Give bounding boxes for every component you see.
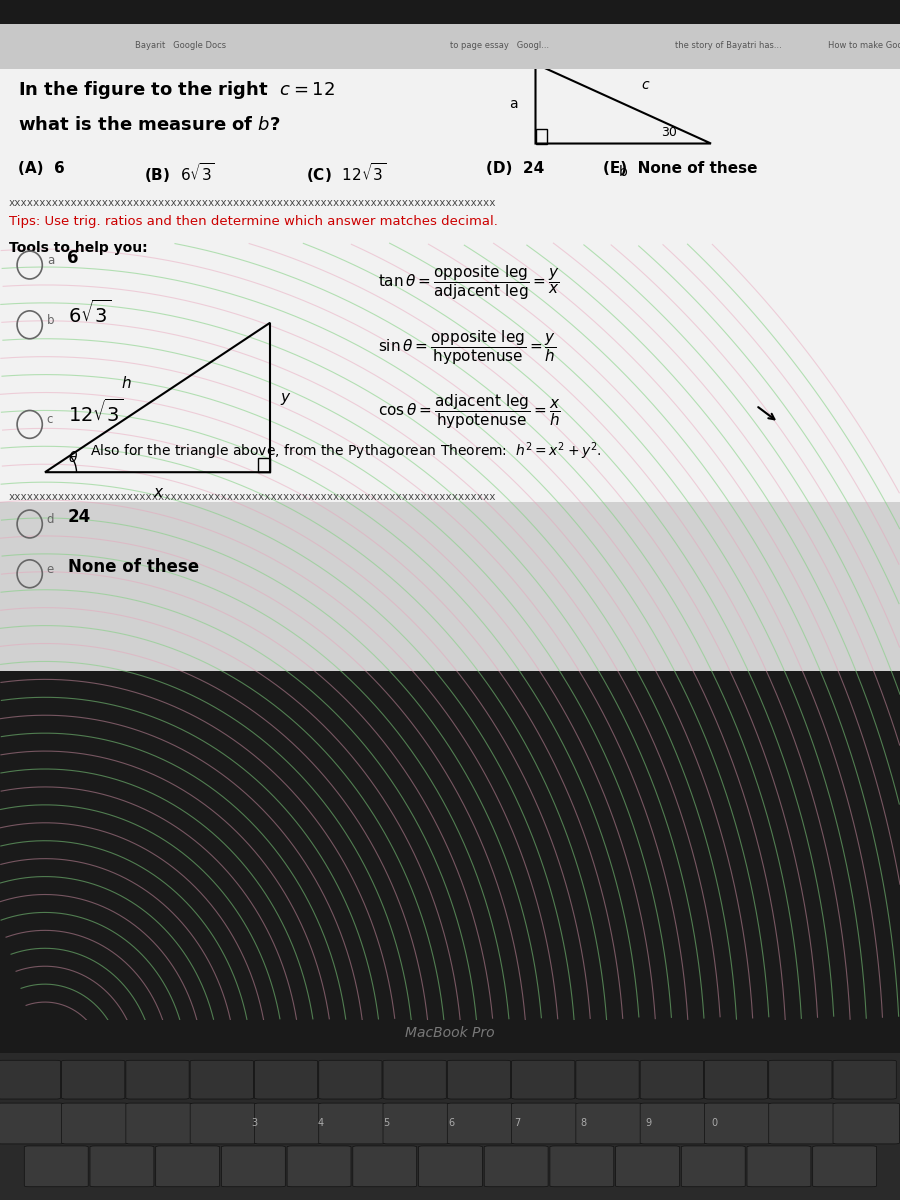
Text: 6: 6 <box>449 1118 454 1128</box>
FancyBboxPatch shape <box>511 1061 575 1099</box>
Text: 5: 5 <box>383 1118 389 1128</box>
Text: b: b <box>619 166 627 180</box>
FancyBboxPatch shape <box>705 1061 768 1099</box>
Bar <box>536 130 547 144</box>
Text: 30: 30 <box>662 126 678 138</box>
Text: xxxxxxxxxxxxxxxxxxxxxxxxxxxxxxxxxxxxxxxxxxxxxxxxxxxxxxxxxxxxxxxxxxxxxxxxxxxxxx: xxxxxxxxxxxxxxxxxxxxxxxxxxxxxxxxxxxxxxxx… <box>9 492 497 502</box>
FancyBboxPatch shape <box>833 1061 896 1099</box>
Text: x: x <box>153 485 162 500</box>
Text: In the figure to the right  $c = 12$: In the figure to the right $c = 12$ <box>18 79 335 101</box>
Text: 0: 0 <box>712 1118 717 1128</box>
FancyBboxPatch shape <box>221 1146 285 1187</box>
Text: (A)  6: (A) 6 <box>18 162 65 176</box>
Text: 8: 8 <box>580 1118 586 1128</box>
Text: what is the measure of $b$?: what is the measure of $b$? <box>18 115 281 133</box>
FancyBboxPatch shape <box>319 1103 385 1144</box>
FancyBboxPatch shape <box>640 1103 706 1144</box>
FancyBboxPatch shape <box>576 1061 639 1099</box>
Text: the story of Bayatri has...: the story of Bayatri has... <box>675 42 782 50</box>
Text: 24: 24 <box>68 508 91 526</box>
Text: How to make Google D...: How to make Google D... <box>828 42 900 50</box>
FancyBboxPatch shape <box>0 24 900 68</box>
Text: 6: 6 <box>68 250 79 268</box>
Text: to page essay   Googl...: to page essay Googl... <box>450 42 549 50</box>
FancyBboxPatch shape <box>287 1146 351 1187</box>
FancyBboxPatch shape <box>833 1103 899 1144</box>
FancyBboxPatch shape <box>24 1146 88 1187</box>
FancyBboxPatch shape <box>255 1061 318 1099</box>
Text: Bayarit   Google Docs: Bayarit Google Docs <box>135 42 226 50</box>
Text: $\tan\theta = \dfrac{\mathrm{opposite\ leg}}{\mathrm{adjacent\ leg}} = \dfrac{y}: $\tan\theta = \dfrac{\mathrm{opposite\ l… <box>378 263 560 302</box>
Text: d: d <box>47 512 54 526</box>
Text: Also for the triangle above, from the Pythagorean Theorem:  $h^2 = x^2 + y^2$.: Also for the triangle above, from the Py… <box>90 440 602 462</box>
FancyBboxPatch shape <box>769 1103 835 1144</box>
FancyBboxPatch shape <box>747 1146 811 1187</box>
FancyBboxPatch shape <box>383 1103 449 1144</box>
FancyBboxPatch shape <box>447 1103 514 1144</box>
FancyBboxPatch shape <box>0 24 900 502</box>
Text: $12\sqrt{3}$: $12\sqrt{3}$ <box>68 400 123 426</box>
FancyBboxPatch shape <box>576 1103 643 1144</box>
FancyBboxPatch shape <box>319 1061 382 1099</box>
Text: (E)  None of these: (E) None of these <box>603 162 758 176</box>
FancyBboxPatch shape <box>0 1103 64 1144</box>
Text: b: b <box>47 313 54 326</box>
FancyBboxPatch shape <box>190 1103 256 1144</box>
Text: e: e <box>47 563 54 576</box>
Text: None of these: None of these <box>68 558 199 576</box>
Text: (B)  $6\sqrt{3}$: (B) $6\sqrt{3}$ <box>144 162 215 185</box>
Text: $\sin\theta = \dfrac{\mathrm{opposite\ leg}}{\mathrm{hypotenuse}} = \dfrac{y}{h}: $\sin\theta = \dfrac{\mathrm{opposite\ l… <box>378 328 556 366</box>
FancyBboxPatch shape <box>511 1103 578 1144</box>
Text: $6\sqrt{3}$: $6\sqrt{3}$ <box>68 300 111 326</box>
Text: 3: 3 <box>252 1118 257 1128</box>
Text: a: a <box>508 97 518 110</box>
FancyBboxPatch shape <box>90 1146 154 1187</box>
FancyBboxPatch shape <box>616 1146 680 1187</box>
Text: $\cos\theta = \dfrac{\mathrm{adjacent\ leg}}{\mathrm{hypotenuse}} = \dfrac{x}{h}: $\cos\theta = \dfrac{\mathrm{adjacent\ l… <box>378 392 561 431</box>
Text: c: c <box>641 78 649 91</box>
Text: 4: 4 <box>318 1118 323 1128</box>
Text: 7: 7 <box>515 1118 520 1128</box>
FancyBboxPatch shape <box>0 1054 900 1200</box>
Text: $\theta$: $\theta$ <box>68 450 77 466</box>
FancyBboxPatch shape <box>640 1061 704 1099</box>
FancyBboxPatch shape <box>418 1146 482 1187</box>
Text: a: a <box>47 254 54 268</box>
FancyBboxPatch shape <box>0 1061 60 1099</box>
Text: 9: 9 <box>646 1118 652 1128</box>
FancyBboxPatch shape <box>61 1103 128 1144</box>
FancyBboxPatch shape <box>61 1061 125 1099</box>
Text: c: c <box>47 413 53 426</box>
FancyBboxPatch shape <box>484 1146 548 1187</box>
FancyBboxPatch shape <box>769 1061 832 1099</box>
Bar <box>258 458 270 472</box>
Text: MacBook Pro: MacBook Pro <box>405 1026 495 1039</box>
FancyBboxPatch shape <box>383 1061 446 1099</box>
FancyBboxPatch shape <box>550 1146 614 1187</box>
Text: Tips: Use trig. ratios and then determine which answer matches decimal.: Tips: Use trig. ratios and then determin… <box>9 215 498 228</box>
FancyBboxPatch shape <box>705 1103 771 1144</box>
FancyBboxPatch shape <box>126 1061 189 1099</box>
FancyBboxPatch shape <box>0 323 900 672</box>
Text: (D)  24: (D) 24 <box>486 162 544 176</box>
FancyBboxPatch shape <box>681 1146 745 1187</box>
FancyBboxPatch shape <box>255 1103 321 1144</box>
FancyBboxPatch shape <box>447 1061 510 1099</box>
FancyBboxPatch shape <box>353 1146 417 1187</box>
Text: h: h <box>122 376 131 390</box>
Text: Tools to help you:: Tools to help you: <box>9 241 148 256</box>
FancyBboxPatch shape <box>813 1146 877 1187</box>
Text: xxxxxxxxxxxxxxxxxxxxxxxxxxxxxxxxxxxxxxxxxxxxxxxxxxxxxxxxxxxxxxxxxxxxxxxxxxxxxx: xxxxxxxxxxxxxxxxxxxxxxxxxxxxxxxxxxxxxxxx… <box>9 198 497 209</box>
Text: (C)  $12\sqrt{3}$: (C) $12\sqrt{3}$ <box>306 162 386 185</box>
Text: y: y <box>281 390 290 404</box>
FancyBboxPatch shape <box>190 1061 254 1099</box>
FancyBboxPatch shape <box>156 1146 220 1187</box>
FancyBboxPatch shape <box>126 1103 193 1144</box>
